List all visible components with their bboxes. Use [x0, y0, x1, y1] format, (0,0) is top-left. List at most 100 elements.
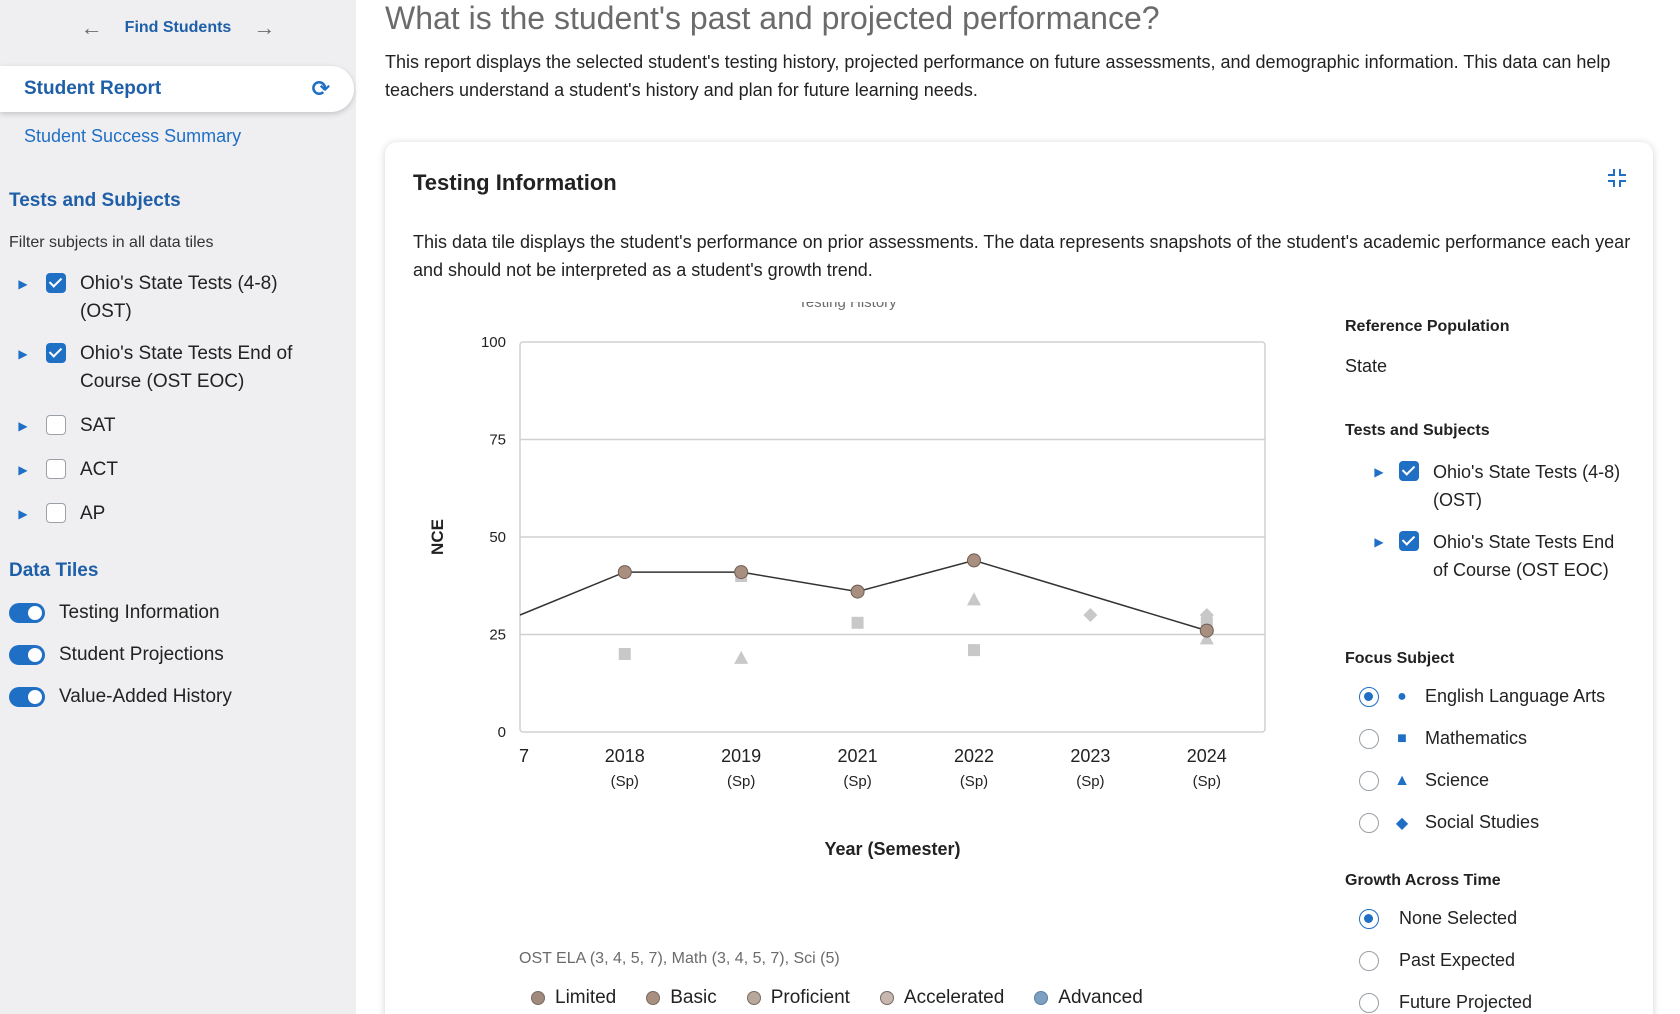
refresh-icon[interactable]: ⟳	[311, 76, 330, 101]
panel-tests-heading: Tests and Subjects	[1345, 422, 1490, 439]
x-tick-sublabel: (Sp)	[1193, 773, 1221, 790]
reference-population-value: State	[1345, 356, 1388, 376]
legend-dot	[879, 991, 894, 1005]
panel-test-item-ost-eoc: ▶ Ohio's State Tests End of Course (OST …	[1345, 528, 1645, 584]
checkbox-ost[interactable]	[46, 273, 66, 293]
radio-button[interactable]	[1359, 770, 1379, 791]
sidebar: ← Find Students → Student Report ⟳ Stude…	[0, 0, 356, 1014]
legend-dot	[646, 991, 661, 1005]
student-report-tab[interactable]: Student Report ⟳	[0, 66, 354, 112]
radio-button[interactable]	[1359, 686, 1379, 707]
growth-option-past-expected[interactable]: Past Expected	[1345, 950, 1515, 971]
y-tick-label: 0	[498, 724, 506, 741]
social-studies-diamond-marker	[1199, 608, 1214, 622]
ela-point	[850, 584, 865, 599]
x-tick-sublabel: (Sp)	[611, 773, 639, 790]
checkbox-sat[interactable]	[46, 415, 66, 435]
test-label: Ohio's State Tests (4-8) (OST)	[80, 273, 278, 322]
focus-option-social-studies[interactable]: ◆ Social Studies	[1345, 812, 1539, 833]
x-axis-label: Year (Semester)	[824, 839, 960, 859]
focus-subject-heading: Focus Subject	[1345, 650, 1455, 667]
test-item-ap: ▶ AP	[0, 500, 356, 528]
arrow-left-icon[interactable]: ←	[80, 15, 103, 40]
student-report-label: Student Report	[24, 78, 162, 99]
testing-information-card: Testing Information This data tile displ…	[385, 142, 1653, 1014]
x-tick-sublabel: (Sp)	[843, 773, 871, 790]
caret-right-icon[interactable]: ▶	[18, 277, 28, 291]
legend-label: Advanced	[1058, 987, 1143, 1008]
radio-button[interactable]	[1359, 992, 1379, 1013]
radio-button[interactable]	[1359, 950, 1379, 971]
x-tick-sublabel: (Sp)	[960, 773, 988, 790]
legend-label: Limited	[555, 987, 617, 1008]
y-tick-label: 75	[489, 432, 506, 449]
caret-right-icon[interactable]: ▶	[18, 507, 28, 521]
chart-legend: Limited Basic Proficient Accelerated Adv…	[531, 987, 1143, 1009]
math-square-marker	[851, 616, 864, 629]
radio-button[interactable]	[1359, 908, 1379, 929]
legend-dot	[531, 991, 545, 1005]
legend-item-advanced: Advanced	[1034, 987, 1143, 1009]
x-tick-label: 2024	[1187, 746, 1227, 766]
growth-label: Past Expected	[1399, 950, 1516, 970]
test-label: AP	[80, 503, 106, 524]
science-triangle-marker	[966, 592, 981, 606]
tile-label: Student Projections	[59, 644, 224, 665]
arrow-right-icon[interactable]: →	[253, 15, 276, 40]
math-square-marker	[618, 648, 631, 660]
test-item-ost: ▶ Ohio's State Tests (4-8) (OST)	[0, 270, 356, 326]
tile-toggle-value-added-history: Value-Added History	[9, 686, 232, 708]
caret-right-icon[interactable]: ▶	[1374, 535, 1384, 549]
collapse-icon[interactable]	[1607, 168, 1627, 188]
caret-right-icon[interactable]: ▶	[18, 347, 28, 361]
caret-right-icon[interactable]: ▶	[18, 463, 28, 477]
test-label: Ohio's State Tests (4-8) (OST)	[1433, 462, 1621, 510]
find-students-link[interactable]: Find Students	[124, 19, 232, 36]
panel-test-item-ost: ▶ Ohio's State Tests (4-8) (OST)	[1345, 458, 1645, 514]
test-label: Ohio's State Tests End of Course (OST EO…	[80, 343, 293, 392]
ela-point	[1199, 623, 1214, 638]
toggle-switch[interactable]	[9, 603, 45, 623]
diamond-marker-icon: ◆	[1395, 814, 1409, 832]
caret-right-icon[interactable]: ▶	[1374, 465, 1384, 479]
y-tick-label: 25	[489, 627, 506, 644]
legend-item-accelerated: Accelerated	[879, 987, 1004, 1009]
focus-label: Social Studies	[1425, 812, 1540, 832]
student-success-summary-link[interactable]: Student Success Summary	[24, 126, 242, 146]
test-item-ost-eoc: ▶ Ohio's State Tests End of Course (OST …	[0, 340, 356, 396]
checkbox-act[interactable]	[46, 459, 66, 479]
science-triangle-marker	[1199, 631, 1214, 645]
legend-dot	[1034, 991, 1049, 1005]
checkbox-ost[interactable]	[1399, 461, 1419, 481]
checkbox-ost-eoc[interactable]	[1399, 531, 1419, 551]
caret-right-icon[interactable]: ▶	[18, 419, 28, 433]
legend-item-limited: Limited	[531, 987, 616, 1009]
ela-point	[617, 565, 632, 580]
legend-dot	[746, 991, 761, 1005]
triangle-marker-icon: ▲	[1394, 771, 1410, 789]
ela-point	[734, 565, 749, 580]
toggle-switch[interactable]	[9, 687, 45, 707]
test-label: Ohio's State Tests End of Course (OST EO…	[1433, 532, 1615, 580]
growth-option-future-projected[interactable]: Future Projected	[1345, 992, 1532, 1013]
tile-label: Value-Added History	[59, 686, 232, 707]
legend-item-basic: Basic	[646, 987, 717, 1009]
focus-option-science[interactable]: ▲ Science	[1345, 770, 1489, 791]
find-students-nav: ← Find Students →	[0, 8, 356, 48]
checkbox-ost-eoc[interactable]	[46, 343, 66, 363]
page-description: This report displays the selected studen…	[385, 52, 1611, 100]
growth-option-none[interactable]: None Selected	[1345, 908, 1517, 929]
radio-button[interactable]	[1359, 812, 1379, 833]
legend-label: Proficient	[770, 987, 850, 1008]
toggle-switch[interactable]	[9, 645, 45, 665]
growth-label: None Selected	[1399, 908, 1518, 928]
tile-toggle-student-projections: Student Projections	[9, 644, 224, 666]
square-marker-icon: ■	[1397, 729, 1407, 747]
circle-marker-icon: ●	[1397, 687, 1407, 705]
radio-button[interactable]	[1359, 728, 1379, 749]
checkbox-ap[interactable]	[46, 503, 66, 523]
focus-option-ela[interactable]: ● English Language Arts	[1345, 686, 1605, 707]
test-label: SAT	[80, 415, 116, 436]
focus-option-math[interactable]: ■ Mathematics	[1345, 728, 1527, 749]
science-triangle-marker	[734, 650, 749, 664]
